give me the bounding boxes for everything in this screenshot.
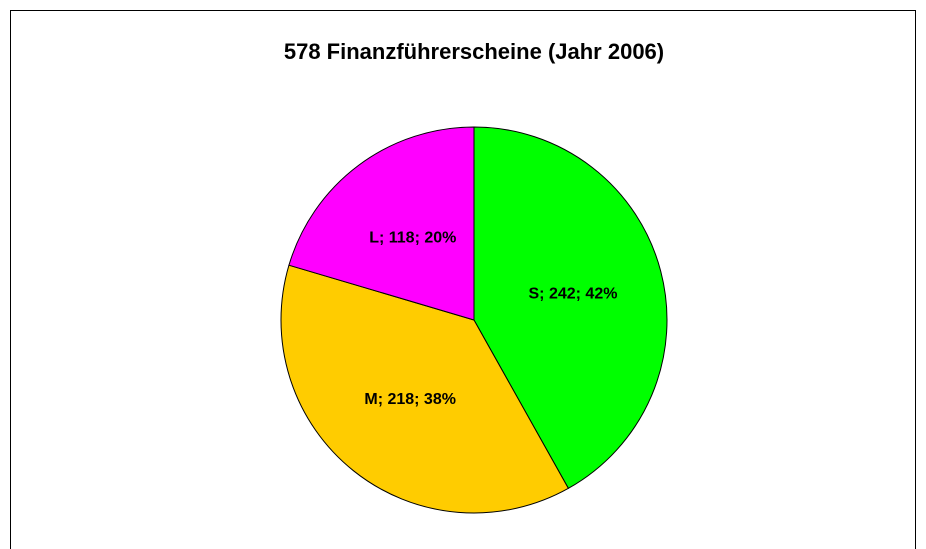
pie-slice [288,126,475,321]
slice-label: M; 218; 38% [364,391,456,408]
chart-title: 578 Finanzführerscheine (Jahr 2006) [284,39,664,64]
slice-label: S; 242; 42% [529,285,618,302]
pie-slice [473,126,668,490]
slice-label: L; 118; 20% [369,229,456,246]
pie-slice [280,264,570,514]
